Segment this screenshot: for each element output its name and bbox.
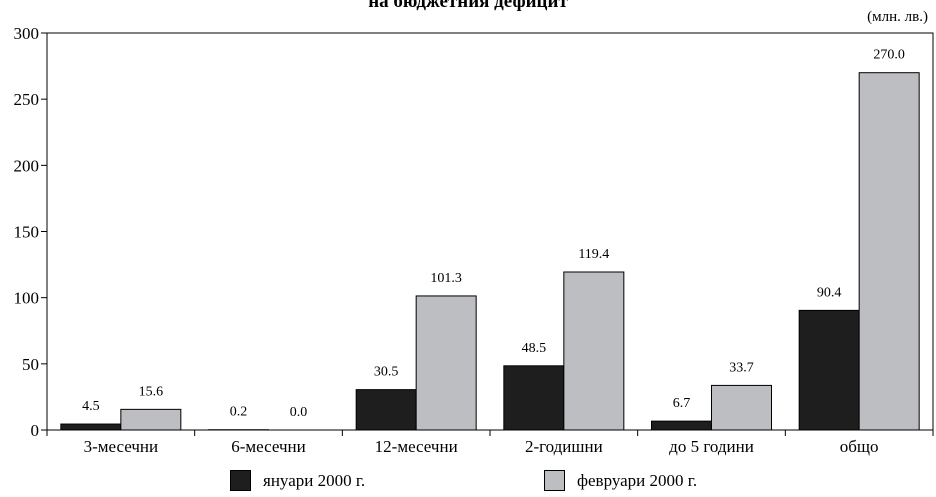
data-label: 270.0 <box>873 48 905 63</box>
bar <box>858 72 920 431</box>
x-tick-label: до 5 години <box>669 437 754 456</box>
y-tick-label: 0 <box>31 421 40 440</box>
y-tick-label: 250 <box>14 90 40 109</box>
data-label: 0.2 <box>230 405 248 420</box>
chart-title: на бюджетния дефицит <box>368 0 568 12</box>
data-label: 6.7 <box>673 396 691 411</box>
bar <box>60 423 122 431</box>
legend-label-january: януари 2000 г. <box>263 471 366 490</box>
legend-item-january: януари 2000 г. <box>230 470 365 491</box>
bar <box>563 271 625 431</box>
y-tick-label: 100 <box>14 289 40 308</box>
data-label: 33.7 <box>729 360 754 375</box>
legend-item-february: февруари 2000 г. <box>544 470 697 491</box>
legend-label-february: февруари 2000 г. <box>577 471 698 490</box>
data-label: 90.4 <box>817 285 842 300</box>
unit-label: (млн. лв.) <box>867 9 928 25</box>
legend-swatch-january <box>230 470 251 491</box>
data-label: 4.5 <box>82 399 100 414</box>
y-tick-label: 200 <box>14 156 40 175</box>
bar <box>798 309 860 431</box>
data-label: 119.4 <box>578 247 609 262</box>
data-label: 30.5 <box>374 365 399 380</box>
bar <box>711 384 772 431</box>
x-tick-label: 3-месечни <box>84 437 159 456</box>
x-tick-label: 6-месечни <box>231 437 306 456</box>
data-label: 0.0 <box>290 405 308 420</box>
legend-swatch-february <box>544 470 565 491</box>
x-tick-label: 2-годишни <box>525 437 603 456</box>
data-label: 15.6 <box>139 384 164 399</box>
bar <box>651 420 712 431</box>
y-tick-label: 50 <box>22 355 39 374</box>
y-tick-label: 300 <box>14 24 40 43</box>
bar <box>355 389 417 431</box>
bar-chart: 0 50 100 150 200 250 300 3-месечни 4.5 15.6 6-месе… <box>14 24 934 456</box>
bar <box>120 408 182 431</box>
data-label: 48.5 <box>522 341 547 356</box>
data-label: 101.3 <box>430 271 462 286</box>
x-tick-label: общо <box>840 437 879 456</box>
bar <box>415 295 477 431</box>
bar <box>503 365 565 431</box>
y-tick-label: 150 <box>14 223 40 242</box>
legend: януари 2000 г. февруари 2000 г. <box>0 470 936 496</box>
x-tick-label: 12-месечни <box>375 437 458 456</box>
